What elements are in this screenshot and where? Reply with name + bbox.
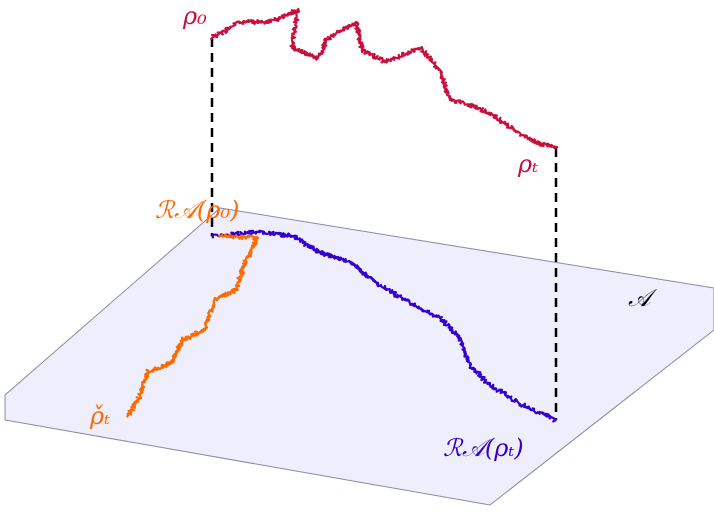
plane [4, 207, 714, 506]
label: ρₜ [517, 150, 538, 178]
label: ℛ𝒜(ρₜ) [443, 434, 524, 462]
label: ρ̌ₜ [89, 402, 110, 430]
random-walk [126, 233, 260, 418]
label: ℛ𝒜(ρ₀) [155, 196, 239, 224]
walks [126, 7, 559, 423]
random-walk [210, 7, 559, 150]
label: ρ₀ [182, 2, 207, 30]
random-walk [211, 229, 557, 423]
